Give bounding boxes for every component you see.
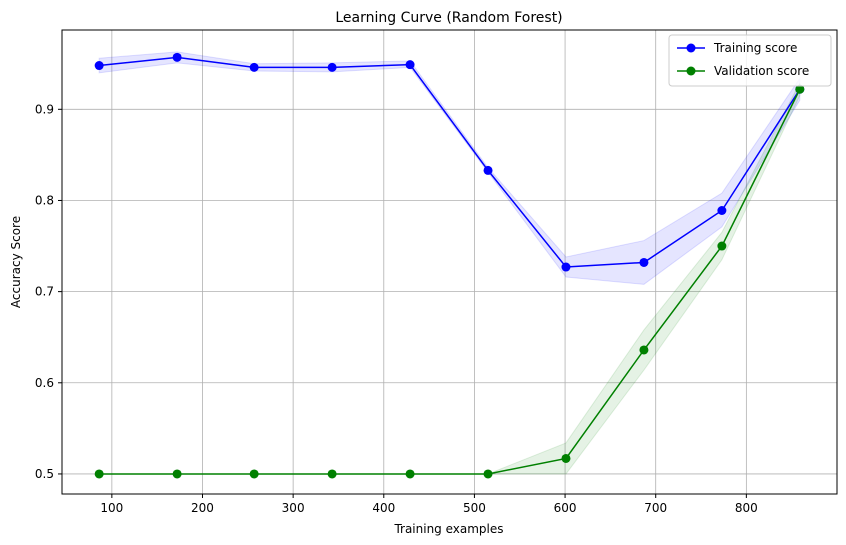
series-points — [94, 52, 805, 479]
x-tick-label: 100 — [100, 501, 123, 515]
legend-validation-score-swatch-marker — [686, 66, 696, 76]
validation-score-point — [94, 469, 104, 479]
training-score-band — [98, 51, 801, 285]
legend-box — [668, 34, 832, 87]
legend-training-score-swatch-marker — [686, 43, 696, 53]
validation-score-point — [795, 84, 805, 94]
series-lines — [99, 56, 801, 475]
legend-validation-score-label: Validation score — [714, 64, 809, 78]
x-tick-label: 400 — [372, 501, 395, 515]
confidence-bands — [98, 51, 801, 475]
y-tick-label: 0.9 — [35, 102, 54, 116]
x-axis-label: Training examples — [393, 522, 503, 536]
training-score-point — [249, 62, 259, 72]
y-tick-label: 0.5 — [35, 467, 54, 481]
validation-score-point — [717, 241, 727, 251]
training-score-point — [561, 262, 571, 272]
training-score-line — [99, 56, 801, 268]
validation-score-point — [405, 469, 415, 479]
training-score-point — [483, 165, 493, 175]
training-score-point — [327, 62, 337, 72]
training-score-point — [717, 205, 727, 215]
chart-title: Learning Curve (Random Forest) — [335, 10, 562, 26]
y-axis-label: Accuracy Score — [9, 216, 23, 308]
validation-score-point — [327, 469, 337, 479]
validation-score-line — [99, 88, 801, 475]
training-score-point — [172, 52, 182, 62]
legend-training-score-label: Training score — [713, 41, 797, 55]
validation-score-point — [561, 453, 571, 463]
x-tick-label: 200 — [191, 501, 214, 515]
x-tick-label: 700 — [644, 501, 667, 515]
validation-score-point — [172, 469, 182, 479]
y-tick-label: 0.7 — [35, 285, 54, 299]
x-tick-label: 600 — [554, 501, 577, 515]
legend: Training score Validation score — [668, 34, 832, 87]
validation-score-point — [249, 469, 259, 479]
x-tick-label: 500 — [463, 501, 486, 515]
training-score-point — [405, 60, 415, 70]
y-axis-ticks: 0.5 0.6 0.7 0.8 0.9 — [35, 102, 62, 481]
x-tick-label: 300 — [282, 501, 305, 515]
training-score-point — [639, 257, 649, 267]
validation-score-band — [99, 82, 801, 475]
x-axis-ticks: 100 200 300 400 500 600 700 800 — [100, 494, 758, 515]
validation-score-point — [639, 345, 649, 355]
plot-frame — [61, 29, 838, 495]
validation-score-point — [483, 469, 493, 479]
y-tick-label: 0.8 — [35, 193, 54, 207]
x-tick-label: 800 — [735, 501, 758, 515]
training-score-point — [94, 61, 104, 71]
y-tick-label: 0.6 — [35, 376, 54, 390]
